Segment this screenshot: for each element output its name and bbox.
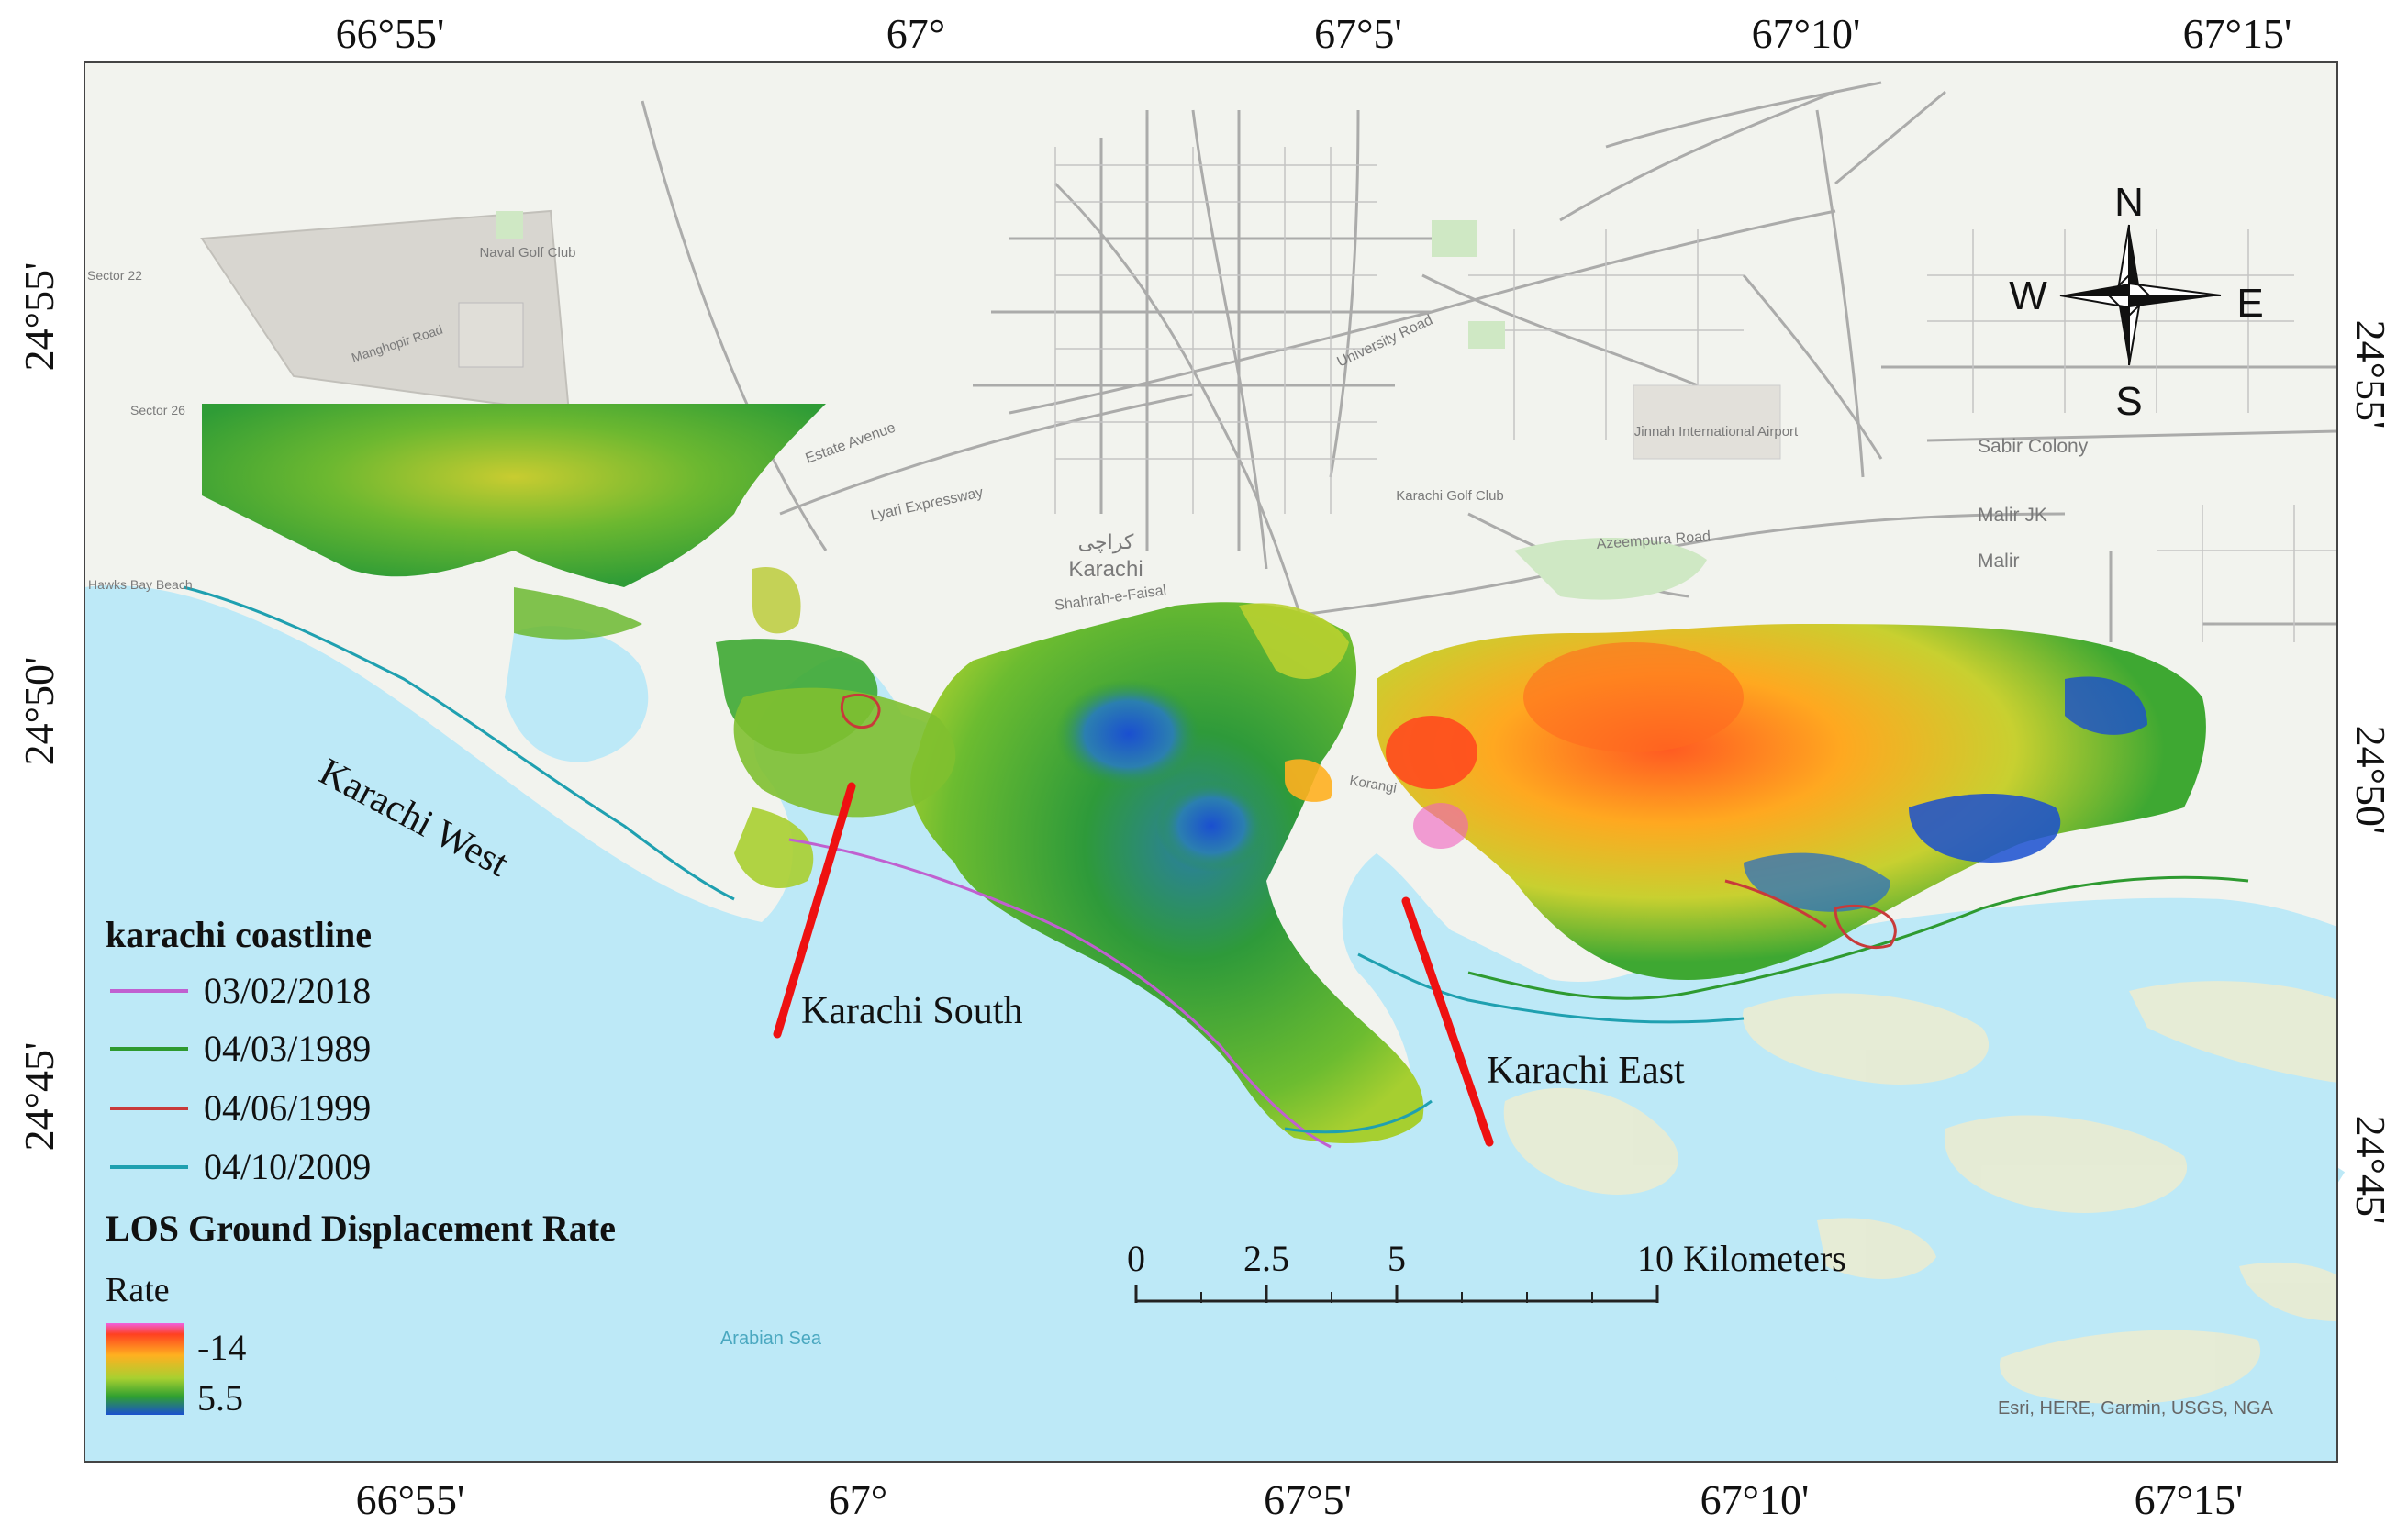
- road-network: [641, 81, 2338, 642]
- west-label: W: [2009, 273, 2047, 318]
- lat-left-1: 24°55': [16, 262, 62, 372]
- legend-rate-title: LOS Ground Displacement Rate: [106, 1208, 616, 1249]
- label-sector-26: Sector 26: [130, 403, 185, 417]
- label-naval-golf: Naval Golf Club: [479, 245, 575, 261]
- label-karachi-east: Karachi East: [1487, 1050, 1685, 1092]
- map-attribution: Esri, HERE, Garmin, USGS, NGA: [1998, 1398, 2274, 1419]
- scale-tick-0: 0: [1127, 1238, 1145, 1279]
- lat-right-3: 24°45': [2347, 1116, 2394, 1225]
- east-label: E: [2236, 281, 2263, 326]
- creek-channel: [1369, 900, 1902, 1226]
- scale-bar: 0 2.5 5 10 Kilometers: [1127, 1238, 1846, 1303]
- south-label: S: [2115, 379, 2142, 424]
- label-karachi: Karachi: [1068, 557, 1143, 582]
- lon-bottom-1: 66°55': [356, 1476, 465, 1523]
- label-malir-jk: Malir JK: [1978, 505, 2047, 526]
- airport-area: [1633, 384, 1781, 460]
- pointer-south: [773, 782, 856, 1039]
- label-airport: Jinnah International Airport: [1634, 424, 1799, 440]
- legend-rate-min: 5.5: [197, 1377, 243, 1419]
- lon-top-5: 67°15': [2183, 10, 2292, 57]
- lat-left-3: 24°45': [16, 1042, 62, 1152]
- scale-tick-2-5: 2.5: [1243, 1238, 1289, 1279]
- label-hawks-bay: Hawks Bay Beach: [88, 577, 193, 592]
- lon-top-1: 66°55': [336, 10, 445, 57]
- pointer-east: [1401, 896, 1494, 1147]
- coastline-2018: [788, 838, 1332, 1149]
- label-karachi-south: Karachi South: [801, 990, 1022, 1032]
- legend-color-ramp: [106, 1323, 184, 1415]
- legend-coastline-2009: 04/10/2009: [204, 1146, 371, 1187]
- lon-bottom-5: 67°15': [2135, 1476, 2244, 1523]
- map-border: [84, 61, 2338, 1463]
- legend: karachi coastline 03/02/2018 04/03/1989 …: [106, 914, 616, 1419]
- coastlines: [183, 585, 2249, 1149]
- district-pointers: [773, 782, 1494, 1147]
- lon-bottom-3: 67°5': [1264, 1476, 1352, 1523]
- north-label: N: [2114, 180, 2144, 225]
- lon-bottom-2: 67°: [829, 1476, 887, 1523]
- displacement-east: [1285, 624, 2206, 981]
- label-malir: Malir: [1978, 551, 2020, 572]
- scale-tick-5: 5: [1388, 1238, 1406, 1279]
- coastline-2009: [183, 585, 1745, 1134]
- legend-rate-subtitle: Rate: [106, 1271, 170, 1309]
- legend-rate-max: -14: [197, 1327, 246, 1368]
- legend-coastline-1989: 04/03/1989: [204, 1028, 371, 1069]
- scale-tick-10: 10 Kilometers: [1637, 1238, 1846, 1279]
- lat-right-1: 24°55': [2347, 320, 2394, 429]
- creek-channel-2: [1919, 942, 2346, 1196]
- legend-coastline-1999: 04/06/1999: [204, 1087, 371, 1129]
- bay-water: [505, 626, 649, 762]
- label-sabir-colony: Sabir Colony: [1978, 436, 2089, 457]
- road-grid: [1054, 147, 2337, 642]
- label-sector-22: Sector 22: [87, 268, 142, 283]
- legend-coastline-title: karachi coastline: [106, 914, 372, 955]
- park-areas: [496, 211, 1707, 600]
- coastline-1999: [840, 693, 1897, 950]
- creek-channel-4: [1831, 1292, 2158, 1387]
- legend-coastline-2018: 03/02/2018: [204, 970, 371, 1011]
- lat-left-2: 24°50': [16, 657, 62, 766]
- north-arrow: N S W E: [2009, 180, 2263, 424]
- coastline-1989: [1467, 875, 2249, 1000]
- lat-right-2: 24°50': [2347, 726, 2394, 835]
- label-karachi-urdu: کراچی: [1078, 530, 1134, 553]
- mangrove-islands: [1503, 981, 2337, 1404]
- label-sea: Arabian Sea: [720, 1329, 822, 1349]
- lon-bottom-4: 67°10': [1700, 1476, 1810, 1523]
- displacement-south: [733, 602, 1424, 1143]
- lon-top-3: 67°5': [1314, 10, 1402, 57]
- label-golf-club: Karachi Golf Club: [1396, 488, 1504, 504]
- displacement-west: [202, 404, 878, 754]
- lon-top-4: 67°10': [1752, 10, 1861, 57]
- creek-channel-3: [2013, 1224, 2338, 1296]
- lon-top-2: 67°: [886, 10, 945, 57]
- graticule-labels: 66°55' 67° 67°5' 67°10' 67°15' 66°55' 67…: [16, 10, 2394, 1523]
